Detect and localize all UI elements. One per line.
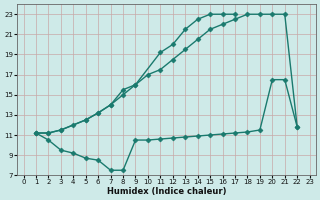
X-axis label: Humidex (Indice chaleur): Humidex (Indice chaleur) — [107, 187, 226, 196]
